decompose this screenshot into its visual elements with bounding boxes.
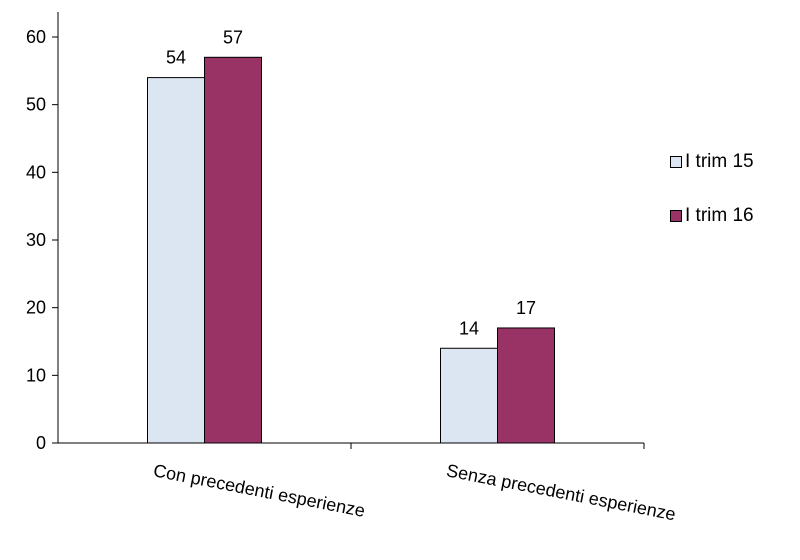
bar-1-2 — [440, 347, 498, 444]
data-label-2-2: 17 — [516, 298, 536, 318]
y-tick-label: 50 — [26, 95, 46, 115]
x-axis: Con precedenti esperienze Senza precedent… — [58, 442, 678, 524]
x-category-label: Senza precedenti esperienze — [445, 460, 678, 524]
y-axis: 0 10 20 30 40 50 60 — [26, 12, 59, 453]
bar-2-1 — [204, 56, 262, 444]
y-tick-label: 60 — [26, 27, 46, 47]
legend-item-series-2: I trim 16 — [670, 204, 754, 228]
y-tick-label: 30 — [26, 230, 46, 250]
bar-1-1 — [147, 77, 205, 444]
data-label-1-1: 54 — [166, 48, 186, 68]
data-label-2-1: 57 — [223, 27, 243, 47]
y-tick-label: 0 — [36, 433, 46, 453]
x-category-label: Con precedenti esperienze — [152, 460, 367, 521]
legend-item-series-1: I trim 15 — [670, 150, 754, 174]
y-tick-label: 20 — [26, 298, 46, 318]
legend: I trim 15 I trim 16 — [670, 150, 754, 258]
bar-2-2 — [497, 327, 555, 444]
legend-swatch-series-1 — [670, 156, 682, 168]
bars — [147, 56, 555, 444]
legend-swatch-series-2 — [670, 210, 682, 222]
y-tick-label: 10 — [26, 365, 46, 385]
data-label-1-2: 14 — [459, 318, 479, 338]
y-tick-label: 40 — [26, 162, 46, 182]
data-labels: 54 57 14 17 — [166, 27, 536, 338]
legend-label-series-1: I trim 15 — [685, 151, 754, 172]
legend-label-series-2: I trim 16 — [685, 205, 754, 226]
